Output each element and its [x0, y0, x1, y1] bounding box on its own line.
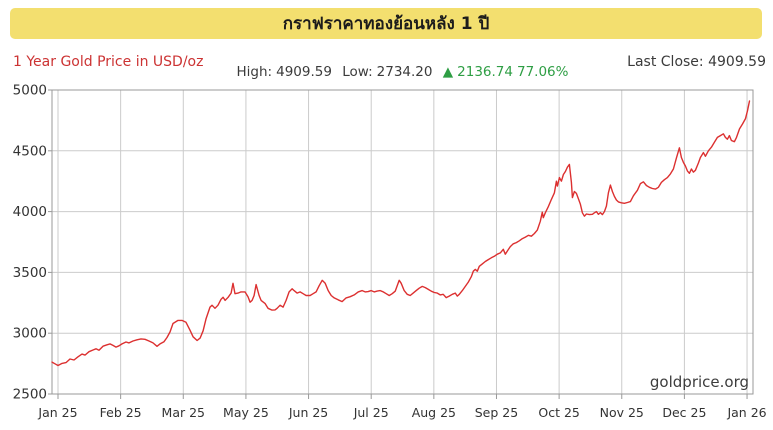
x-axis-label: Mar 25: [162, 405, 205, 420]
x-axis-label: Jan 25: [37, 405, 77, 420]
high-label: High:: [236, 64, 273, 80]
low-value: 2734.20: [376, 64, 433, 80]
y-axis-label: 4000: [13, 204, 47, 220]
y-axis-label: 3000: [13, 326, 47, 342]
last-close-value: 4909.59: [708, 54, 766, 70]
series-label: 1 Year Gold Price in USD/oz: [13, 54, 204, 70]
high-value: 4909.59: [276, 64, 332, 80]
x-axis-label: Jan 26: [726, 405, 766, 420]
watermark: goldprice.org: [649, 373, 749, 391]
y-axis-label: 2500: [13, 387, 47, 403]
x-axis-label: Oct 25: [538, 405, 580, 420]
high-low-summary: High: 4909.59 Low: 2734.20 ▲ 2136.74 77.06%: [52, 64, 753, 80]
title-banner: กราฟราคาทองย้อนหลัง 1 ปี: [10, 8, 762, 39]
x-axis-label: Jul 25: [353, 405, 389, 420]
x-axis-label: Feb 25: [100, 405, 142, 420]
last-close: Last Close: 4909.59: [627, 54, 766, 70]
y-axis-label: 3500: [13, 265, 47, 281]
x-axis-label: May 25: [223, 405, 269, 420]
x-axis-label: Nov 25: [600, 405, 644, 420]
up-arrow-icon: ▲: [442, 64, 454, 80]
plot-border: [51, 89, 754, 395]
y-axis-label: 5000: [13, 83, 47, 99]
page-title: กราฟราคาทองย้อนหลัง 1 ปี: [282, 14, 490, 34]
change-summary: ▲ 2136.74 77.06%: [443, 64, 569, 80]
gold-price-line: [51, 100, 751, 367]
x-axis-label: Jun 25: [288, 405, 328, 420]
change-value: 2136.74: [457, 64, 513, 80]
low-label: Low:: [342, 64, 373, 80]
last-close-label: Last Close:: [627, 54, 704, 70]
x-axis-label: Sep 25: [475, 405, 518, 420]
x-axis-label: Aug 25: [412, 405, 456, 420]
y-axis-label: 4500: [13, 143, 47, 159]
x-axis-label: Dec 25: [662, 405, 706, 420]
change-percent: 77.06%: [516, 64, 569, 80]
